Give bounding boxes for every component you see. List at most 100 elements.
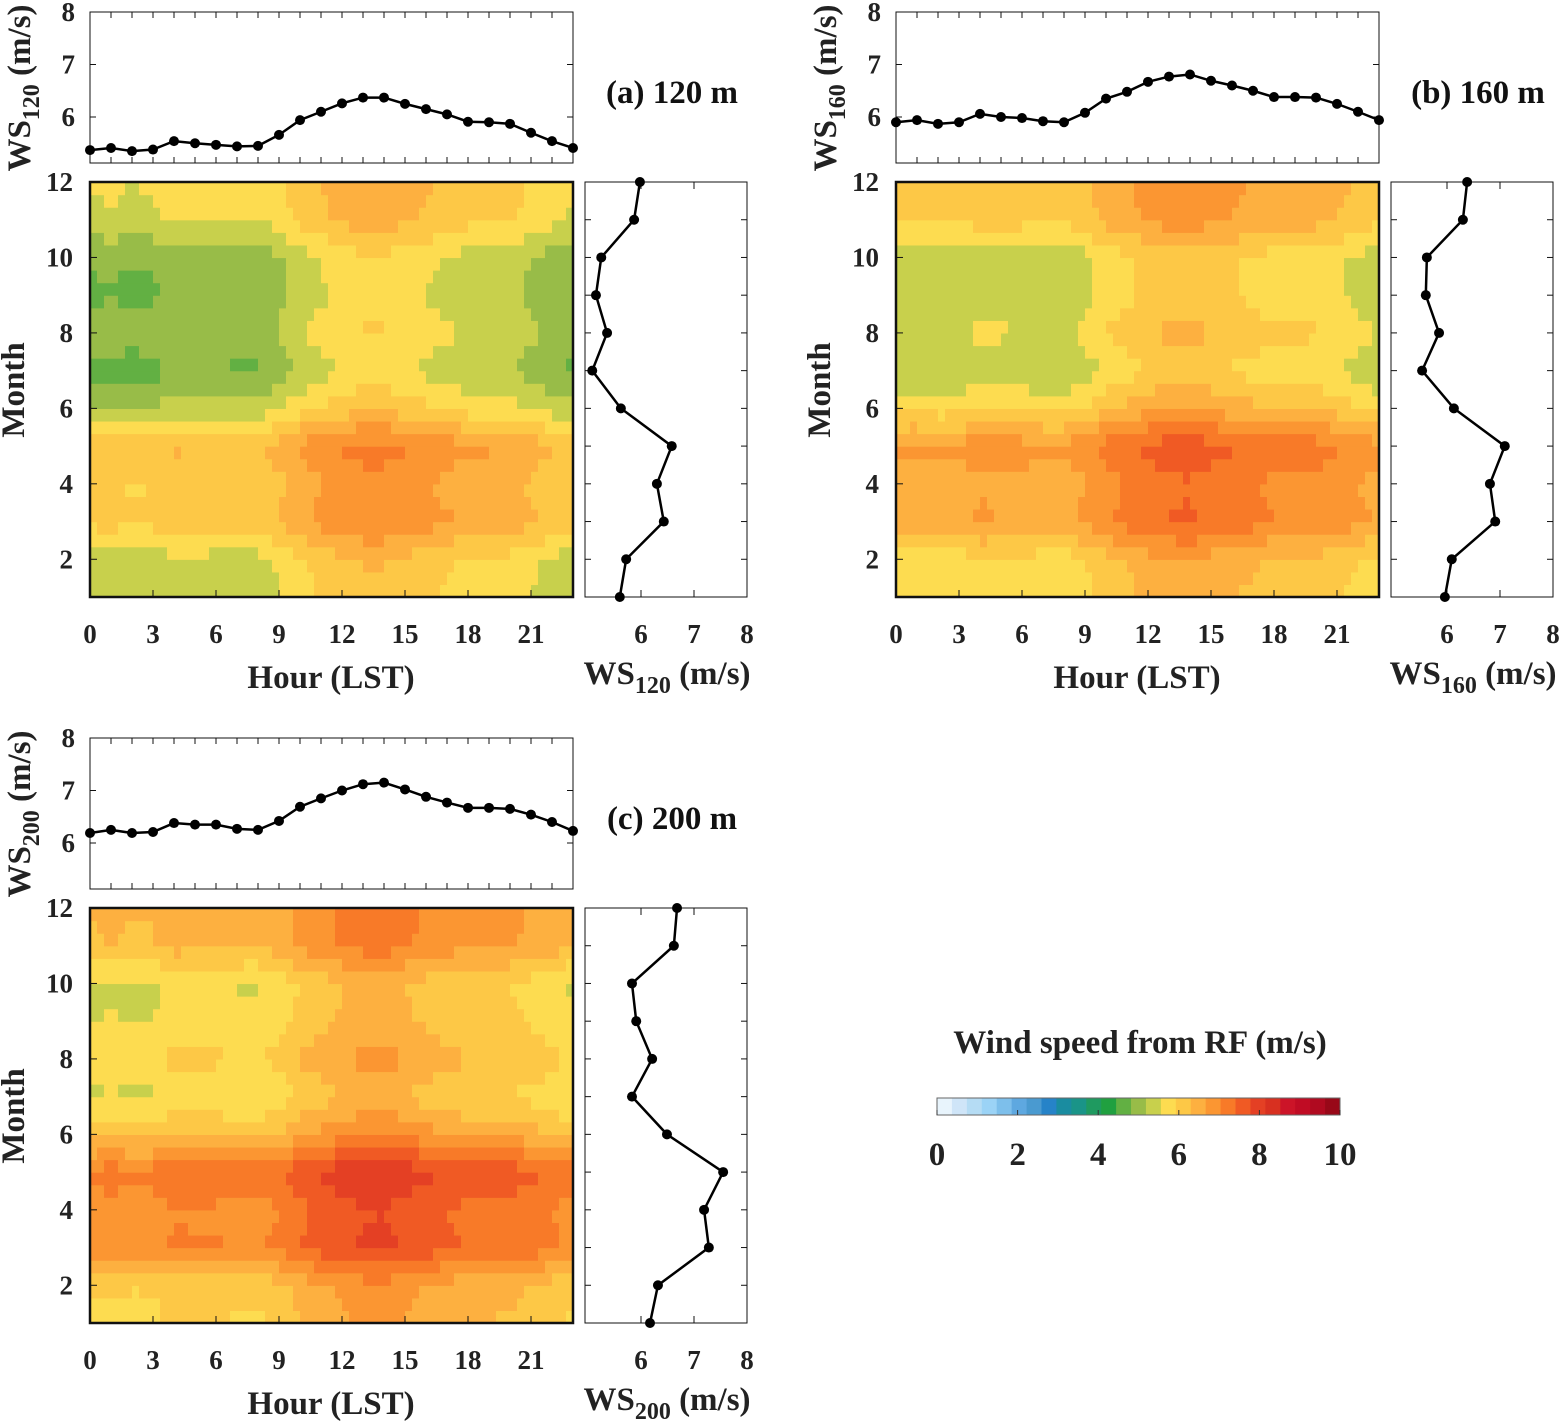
heatmap-cell [377,534,385,548]
heatmap-cell [896,496,904,510]
heatmap-cell [931,270,939,284]
heatmap-cell [335,471,343,485]
heatmap-cell [903,182,911,196]
heatmap-cell [1295,458,1303,472]
heatmap-cell [1113,446,1121,460]
heatmap-cell [356,270,364,284]
heatmap-cell [104,1184,112,1198]
heatmap-cell [1183,270,1191,284]
heatmap-cell [1190,244,1198,259]
heatmap-cell [454,559,462,573]
heatmap-cell [335,282,343,296]
heatmap-cell [1113,307,1121,321]
heatmap-cell [286,508,294,523]
heatmap-cell [328,458,336,472]
heatmap-cell [1281,270,1289,284]
diurnal-point [1227,80,1237,91]
heatmap-cell [1148,307,1156,321]
heatmap-cell [1099,521,1107,535]
heatmap-cell [1120,345,1128,359]
heatmap-cell [153,182,161,196]
heatmap-cell [90,534,98,548]
heatmap-cell [363,395,371,409]
heatmap-cell [1155,534,1163,548]
heatmap-cell [1204,584,1212,598]
heatmap-cell [1071,546,1079,560]
heatmap-cell [461,257,469,271]
heatmap-cell [545,320,553,334]
heatmap-cell [1288,282,1296,296]
heatmap-cell [104,1121,112,1135]
diurnal-point [337,98,347,109]
heatmap-cell [153,559,161,573]
heatmap-cell [1288,420,1296,435]
heatmap-cell [153,194,161,208]
heatmap-cell [1239,584,1247,598]
heatmap-cell [1281,257,1289,271]
heatmap-cell [300,194,308,208]
heatmap-cell [945,345,953,359]
heatmap-cell [342,194,350,208]
heatmap-cell [139,433,147,447]
heatmap-cell [1239,320,1247,334]
heatmap-cell [1316,232,1324,246]
heatmap-cell [1008,345,1016,359]
heatmap-cell [566,307,574,321]
heatmap-cell [160,332,168,347]
heatmap-cell [111,534,119,548]
heatmap-cell [300,232,308,246]
heatmap-cell [454,446,462,460]
heatmap-cell [104,546,112,560]
heatmap-cell [335,420,343,435]
heatmap-cell [174,534,182,548]
heatmap-cell [489,207,497,221]
heatmap-cell [987,219,995,233]
heatmap-cell [118,395,126,409]
heatmap-cell [209,358,217,372]
heatmap-cell [524,270,532,284]
heatmap-cell [917,433,925,447]
heatmap-cell [1148,546,1156,560]
heatmap-cell [1141,433,1149,447]
heatmap-cell [1183,345,1191,359]
heatmap-cell [1078,383,1086,397]
heatmap-cell [1001,420,1009,435]
heatmap-cell [475,559,483,573]
heatmap-cell [419,584,427,598]
heatmap-cell [482,395,490,409]
heatmap-cell [475,433,483,447]
heatmap-cell [552,446,560,460]
heatmap-cell [195,408,203,422]
heatmap-cell [496,244,504,259]
heatmap-cell [1134,534,1142,548]
ws-tick-label: 7 [62,50,76,80]
heatmap-cell [538,458,546,472]
heatmap-cell [1197,282,1205,296]
heatmap-cell [230,471,238,485]
heatmap-cell [433,219,441,233]
heatmap-cell [1064,584,1072,598]
heatmap-cell [251,307,259,321]
heatmap-cell [1155,584,1163,598]
heatmap-cell [1057,521,1065,535]
heatmap-cell [931,207,939,221]
heatmap-cell [1008,194,1016,208]
heatmap-cell [1015,244,1023,259]
heatmap-cell [973,433,981,447]
heatmap-cell [440,433,448,447]
heatmap-cell [917,496,925,510]
heatmap-cell [924,194,932,208]
heatmap-cell [1099,471,1107,485]
heatmap-cell [952,546,960,560]
heatmap-cell [342,521,350,535]
heatmap-cell [90,483,98,497]
heatmap-cell [104,358,112,372]
heatmap-cell [1001,244,1009,259]
heatmap-cell [244,433,252,447]
monthly-line [1420,181,1507,598]
heatmap-cell [209,295,217,309]
heatmap-cell [174,395,182,409]
heatmap-cell [433,383,441,397]
heatmap-cell [1372,383,1380,397]
heatmap-cell [1120,295,1128,309]
